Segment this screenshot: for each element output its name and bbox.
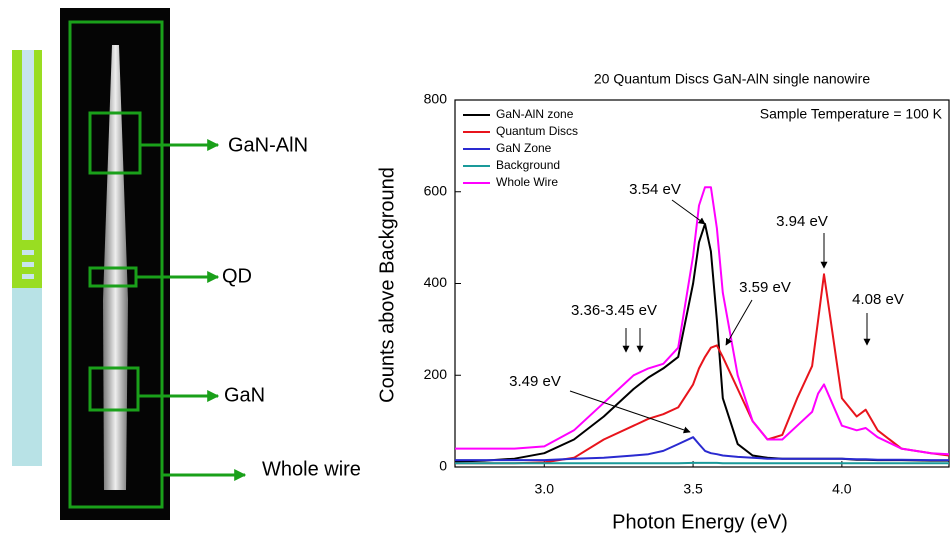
y-tick-label: 0	[439, 458, 447, 474]
data-line	[455, 273, 950, 465]
legend-label: GaN-AlN zone	[496, 107, 574, 121]
annotation-arrow	[671, 199, 706, 225]
x-tick-label: 4.0	[832, 481, 852, 497]
x-tick-label: 3.5	[683, 481, 703, 497]
annotation-arrow	[569, 390, 691, 434]
legend-label: Background	[496, 158, 560, 172]
schematic	[12, 50, 42, 466]
annotation: 3.59 eV	[739, 279, 791, 296]
annotation: 4.08 eV	[852, 291, 904, 308]
legend-label: Whole Wire	[496, 175, 558, 189]
annotation: 3.94 eV	[776, 213, 828, 230]
y-tick-label: 200	[424, 366, 448, 382]
y-tick-label: 600	[424, 182, 448, 198]
y-tick-label: 400	[424, 274, 448, 290]
region-label: GaN-AlN	[228, 134, 308, 156]
annotation: 3.36-3.45 eV	[571, 302, 657, 319]
region-label: Whole wire	[262, 458, 361, 480]
region-label: QD	[222, 265, 252, 287]
y-axis-label: Counts above Background	[376, 167, 398, 403]
annotation-arrow	[725, 299, 753, 346]
region-label: GaN	[224, 384, 265, 406]
data-line	[455, 186, 950, 456]
legend-label: Quantum Discs	[496, 124, 578, 138]
annotation: 3.54 eV	[629, 181, 681, 198]
data-line	[455, 436, 949, 462]
annotation: 3.49 eV	[509, 373, 561, 390]
x-tick-label: 3.0	[535, 481, 555, 497]
micrograph: GaN-AlN QD GaN Whole wire	[60, 8, 361, 520]
inset-text: Sample Temperature = 100 K	[760, 106, 943, 122]
y-tick-label: 800	[424, 91, 448, 107]
legend-label: GaN Zone	[496, 141, 552, 155]
x-axis-label: Photon Energy (eV)	[612, 511, 788, 533]
chart-title: 20 Quantum Discs GaN-AlN single nanowire	[594, 71, 870, 87]
